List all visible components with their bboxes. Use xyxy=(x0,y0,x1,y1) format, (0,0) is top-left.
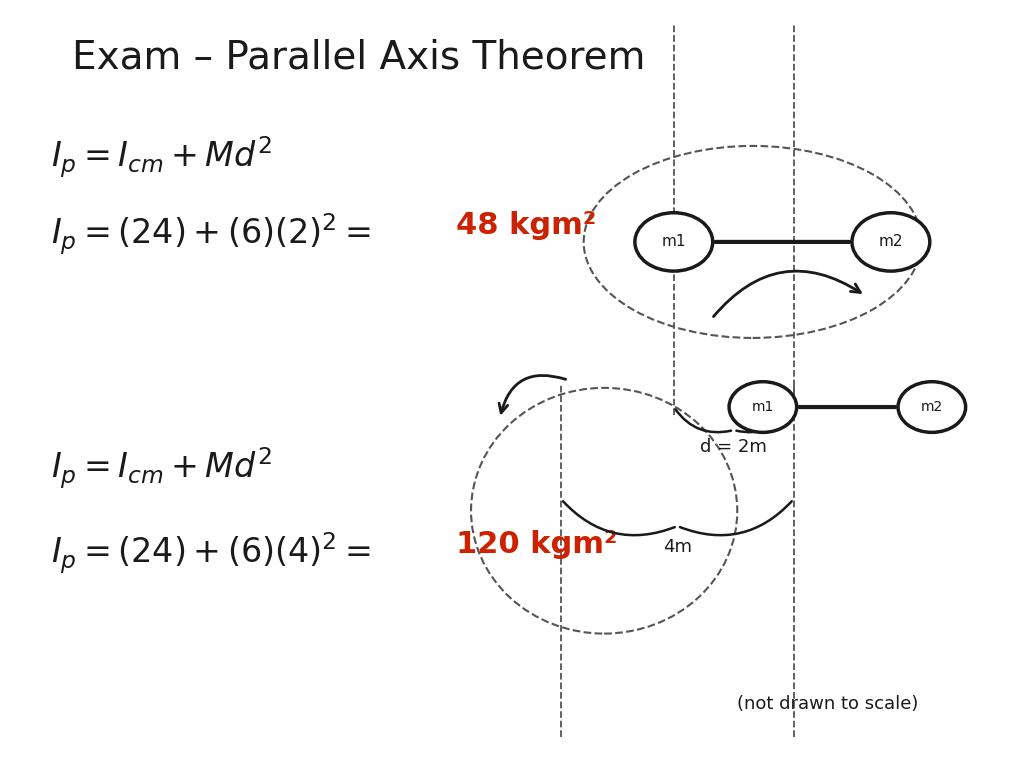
Circle shape xyxy=(635,213,713,271)
Text: $\mathit{I}_p = (24) + (6)(4)^2 =$: $\mathit{I}_p = (24) + (6)(4)^2 =$ xyxy=(51,530,371,575)
Text: $\mathit{I}_p = (24) + (6)(2)^2 =$: $\mathit{I}_p = (24) + (6)(2)^2 =$ xyxy=(51,211,371,257)
Circle shape xyxy=(898,382,966,432)
Text: (not drawn to scale): (not drawn to scale) xyxy=(737,695,919,713)
Text: 48 kgm²: 48 kgm² xyxy=(456,211,596,240)
FancyArrowPatch shape xyxy=(714,271,860,316)
Text: 120 kgm²: 120 kgm² xyxy=(456,530,617,559)
Text: $\mathit{I}_p = \mathit{I}_{cm} + \mathit{Md}^2$: $\mathit{I}_p = \mathit{I}_{cm} + \mathi… xyxy=(51,134,272,180)
Circle shape xyxy=(729,382,797,432)
Text: Exam – Parallel Axis Theorem: Exam – Parallel Axis Theorem xyxy=(72,38,645,76)
Text: $\mathit{I}_p = \mathit{I}_{cm} + \mathit{Md}^2$: $\mathit{I}_p = \mathit{I}_{cm} + \mathi… xyxy=(51,445,272,491)
Text: m1: m1 xyxy=(752,400,774,414)
Text: m1: m1 xyxy=(662,234,686,250)
Text: m2: m2 xyxy=(879,234,903,250)
FancyArrowPatch shape xyxy=(499,376,565,413)
Circle shape xyxy=(852,213,930,271)
Text: d = 2m: d = 2m xyxy=(700,438,767,455)
Text: 4m: 4m xyxy=(663,538,692,555)
Text: m2: m2 xyxy=(921,400,943,414)
